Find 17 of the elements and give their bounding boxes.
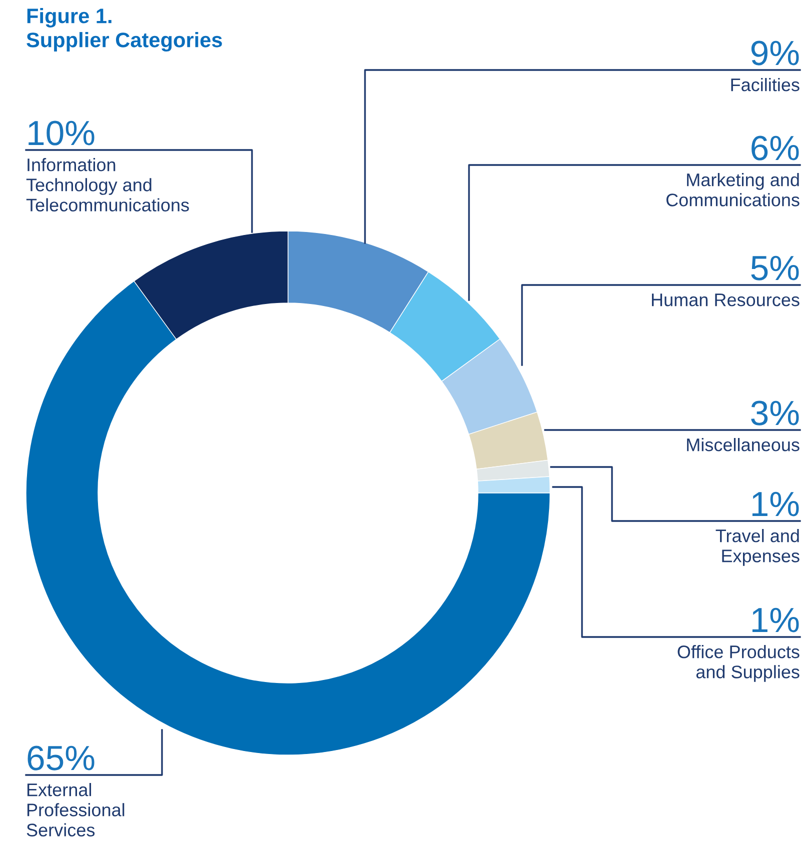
slice-label: Marketing and Communications [666, 173, 800, 206]
data-label: 9% [751, 40, 799, 66]
data-label: 6% [752, 136, 799, 160]
slice-label: Facilities [731, 78, 800, 92]
slice-label: Office Products and Supplies [678, 645, 800, 682]
data-label: 1% [752, 492, 799, 516]
slice-label: Travel and Expenses [716, 529, 800, 566]
data-label: 3% [751, 400, 799, 426]
data-label: 5% [751, 256, 799, 280]
data-label: 10% [28, 120, 94, 146]
slice-label: Information Technology and Telecommunications [26, 158, 189, 212]
data-label: 1% [752, 608, 799, 632]
chart-title: Figure 1. Supplier Categories [26, 8, 222, 52]
slice-label: Human Resources [652, 294, 800, 306]
slice-label: Miscellaneous [687, 438, 800, 452]
data-label: 65% [28, 746, 94, 770]
slice-label: External Professional Services [26, 783, 124, 836]
